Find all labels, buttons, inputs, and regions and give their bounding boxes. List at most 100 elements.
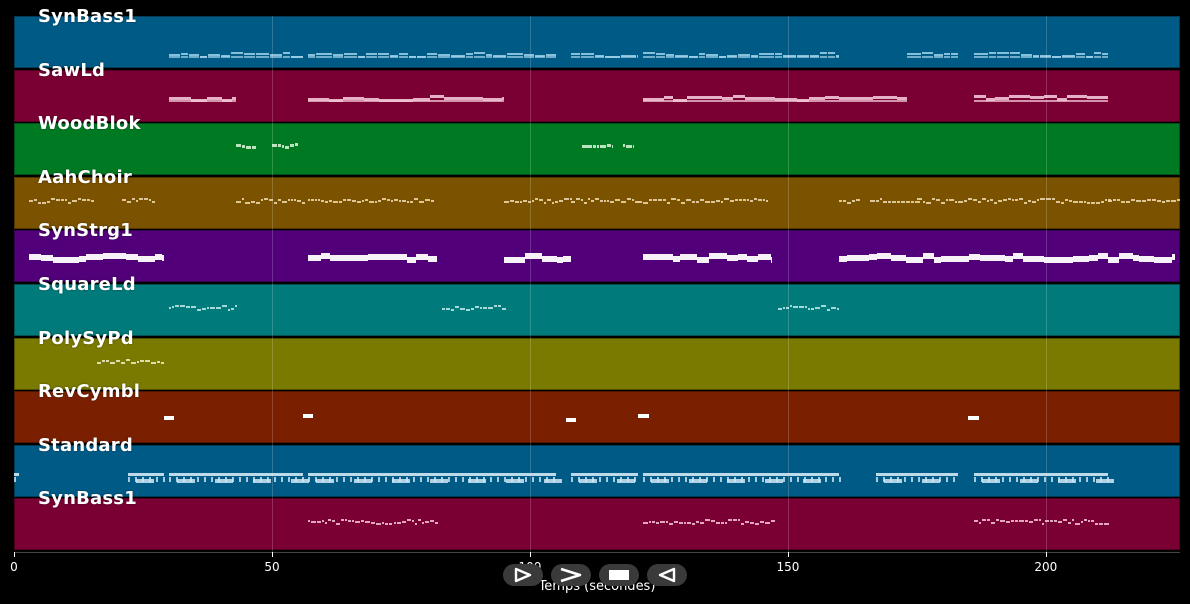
note [1019,197,1024,200]
note [734,198,738,201]
track-name-label: SynBass1 [38,488,137,510]
note [610,200,615,203]
note [343,476,346,482]
note [755,476,758,482]
note [445,308,450,310]
stop-button[interactable] [599,564,639,586]
note [293,198,297,201]
note [643,99,664,102]
note [474,56,485,58]
note [1073,256,1089,263]
note [316,56,332,58]
tick-mark [14,552,15,557]
rewind-button[interactable] [647,564,687,586]
note [613,476,616,482]
note [1021,54,1033,56]
note [282,52,291,54]
note [270,56,282,58]
note [400,254,408,261]
note [571,476,574,482]
note [657,198,663,201]
note [586,145,592,149]
note [680,201,686,204]
note [997,56,1010,58]
note [1171,254,1175,261]
note [502,308,506,310]
note [1087,201,1091,204]
note [941,201,946,204]
note [555,200,559,203]
note [678,476,681,482]
note [584,201,588,204]
note [340,519,344,522]
note [775,53,782,55]
note [318,198,321,201]
note [704,519,710,522]
note [427,476,430,482]
note [406,200,409,203]
note [222,305,227,307]
note [412,520,415,523]
note [127,200,131,203]
note [643,476,646,482]
note [46,200,51,203]
note [684,522,687,525]
note [757,198,762,201]
note [945,476,948,482]
note [290,144,294,148]
note [1057,478,1076,483]
note [689,56,698,58]
note [679,254,689,261]
note [61,198,65,201]
note [316,478,335,483]
note [532,476,535,482]
note [1002,198,1007,201]
note [1049,520,1053,523]
track-name-label: SquareLd [38,274,136,295]
note [1107,199,1113,202]
note [172,306,175,308]
note [938,476,941,482]
note [968,197,973,200]
note [1011,520,1014,523]
note [302,414,314,419]
note [762,476,765,482]
note [1101,56,1108,58]
note [732,519,737,522]
note [1040,56,1051,58]
note [328,99,344,102]
note [366,56,377,58]
note [135,478,154,483]
note [783,476,786,482]
note [721,96,733,100]
note [29,199,34,202]
note [775,56,782,58]
note [981,197,986,200]
note [596,145,600,149]
track-lane [14,123,1180,176]
note [430,520,434,523]
note [468,478,487,483]
note [732,94,745,98]
note [465,96,483,100]
note [579,478,598,483]
note [381,197,386,200]
note [513,257,526,264]
note [973,472,1108,476]
note [256,201,260,204]
note [667,201,671,204]
note [765,478,784,483]
play-button[interactable] [503,564,543,586]
note [571,56,580,58]
note [921,56,933,58]
note [606,476,609,482]
note [497,476,500,482]
forward-button[interactable] [551,564,591,586]
note [474,306,479,308]
note [1028,521,1034,524]
note [483,307,488,309]
note [1067,522,1071,525]
note [1154,257,1163,264]
note [391,199,393,202]
note [606,199,610,202]
